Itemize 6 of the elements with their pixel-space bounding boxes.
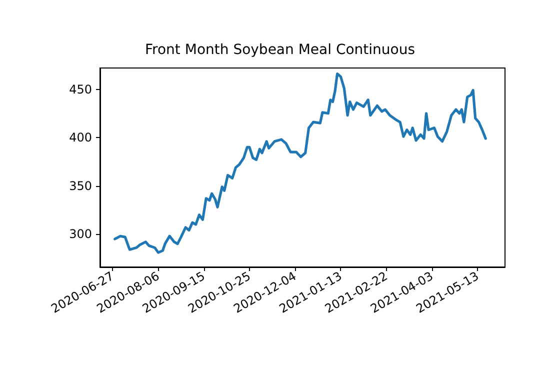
y-tick-label: 300 [69,227,92,242]
chart-title: Front Month Soybean Meal Continuous [144,42,416,58]
y-tick-label: 350 [69,178,92,193]
line-series [114,72,487,254]
y-tick-label: 450 [69,82,92,96]
y-tick-label: 400 [69,130,92,145]
